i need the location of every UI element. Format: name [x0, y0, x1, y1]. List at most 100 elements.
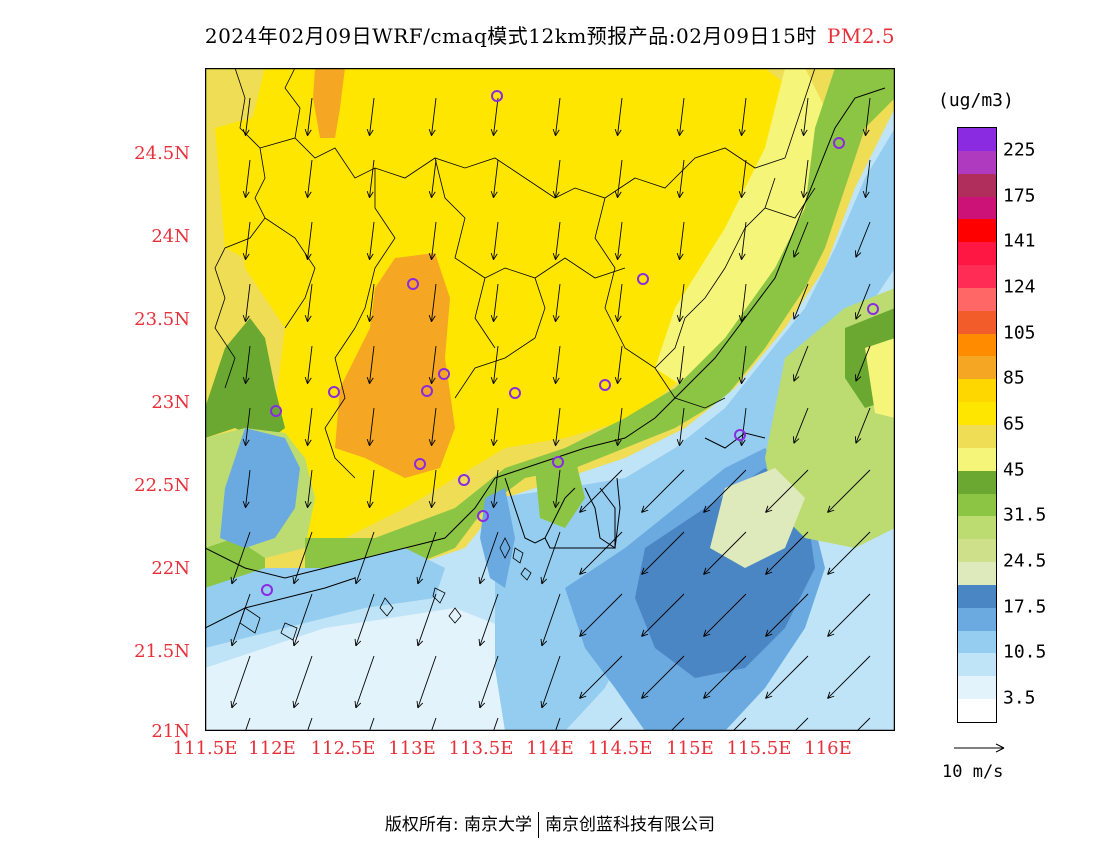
legend-label: 105 [1003, 322, 1036, 344]
lat-label-21: 21N [151, 721, 190, 742]
wind-arrow [417, 593, 437, 647]
title-pollutant: PM2.5 [826, 24, 896, 48]
wind-arrow [679, 159, 685, 198]
wind-arrow [492, 717, 499, 731]
wind-arrow [369, 469, 375, 508]
legend-label: 124 [1003, 276, 1036, 298]
wind-arrow-head [304, 314, 308, 322]
station-marker [414, 458, 426, 470]
wind-arrow [579, 531, 623, 575]
wind-arrow-head [555, 377, 560, 384]
copyright-right: 南京创蓝科技有限公司 [545, 815, 716, 835]
wind-arrow [231, 593, 251, 647]
zone-pale-east [865, 338, 895, 418]
lon-label-113: 113E [388, 738, 436, 759]
wind-arrow-head [230, 576, 233, 584]
pm25-concentration-map [205, 68, 895, 731]
wind-arrow-head [431, 129, 436, 136]
wind-arrow-head [793, 438, 800, 444]
monitoring-stations [261, 90, 879, 596]
wind-arrow-head [676, 252, 680, 260]
wind-reference-label: 10 m/s [942, 762, 1004, 782]
legend-swatch [958, 630, 996, 654]
wind-arrow [493, 221, 499, 260]
wind-arrow-head [741, 191, 746, 198]
legend-swatch [958, 699, 996, 723]
wind-arrow-head [827, 509, 835, 513]
legend-swatch [958, 356, 996, 380]
lon-label-114.5: 114.5E [587, 738, 653, 759]
wind-arrow-head [293, 578, 300, 585]
wind-arrow-head [293, 640, 300, 647]
wind-arrow [865, 97, 871, 136]
wind-arrow-head [366, 128, 370, 136]
wind-arrow [369, 283, 375, 322]
wind-arrow [245, 283, 251, 322]
wind-arrow-head [304, 252, 308, 260]
wind-arrow-head [579, 695, 587, 699]
wind-arrow-head [355, 702, 362, 709]
wind-arrow-head [366, 314, 370, 322]
zone-sea-palest [205, 608, 515, 731]
legend-swatch [958, 379, 996, 403]
wind-arrow [307, 345, 313, 384]
wind-arrow-head [703, 571, 711, 575]
wind-arrow-head [555, 315, 560, 322]
wind-arrow-head [307, 439, 312, 446]
wind-arrow [306, 717, 313, 731]
wind-arrow [855, 283, 871, 320]
legend-swatch [958, 265, 996, 289]
wind-arrow [493, 97, 499, 136]
wind-arrow-head [230, 638, 233, 646]
wind-arrow-head [493, 315, 498, 322]
wind-arrow [541, 593, 561, 647]
title-main: 2024年02月09日WRF/cmaq模式12km预报产品:02月09日15时 [204, 24, 817, 48]
wind-arrow-head [431, 439, 436, 446]
wind-arrow [617, 283, 623, 322]
lat-label-23: 23N [151, 392, 190, 413]
wind-arrow [293, 531, 313, 585]
wind-arrow [245, 469, 251, 508]
wind-arrow [307, 97, 313, 136]
legend-label: 175 [1003, 185, 1036, 207]
wind-arrow-head [552, 376, 556, 384]
wind-arrow-head [741, 315, 746, 322]
wind-arrow-head [242, 128, 246, 136]
wind-arrow-head [552, 252, 556, 260]
wind-arrow [703, 593, 747, 637]
wind-arrow-head [703, 509, 711, 513]
wind-arrow [479, 593, 499, 647]
wind-arrow [555, 469, 561, 508]
wind-arrow-head [641, 567, 645, 575]
wind-arrow [369, 345, 375, 384]
wind-arrow-head [800, 128, 804, 136]
wind-arrow [369, 407, 375, 446]
wind-arrow-head [865, 191, 870, 198]
wind-arrow-head [579, 633, 587, 637]
wind-arrow [555, 221, 561, 260]
wind-arrow [417, 655, 437, 709]
wind-arrow [641, 531, 685, 575]
wind-arrow [827, 531, 871, 575]
wind-arrow-head [617, 315, 622, 322]
wind-arrow-head [614, 190, 618, 198]
wind-arrow-head [827, 633, 835, 637]
wind-arrow [493, 283, 499, 322]
lat-label-21.5: 21.5N [134, 641, 190, 662]
wind-arrow-head [676, 190, 680, 198]
legend-swatch [958, 562, 996, 586]
station-marker [867, 303, 879, 315]
wind-arrow-head [793, 314, 800, 320]
legend-label: 141 [1003, 230, 1036, 252]
wind-arrow [431, 345, 437, 384]
wind-arrow-head [855, 438, 862, 444]
wind-arrow [369, 159, 375, 198]
station-marker [552, 456, 564, 468]
wind-arrow-head [614, 128, 618, 136]
zone-lightest-east [710, 468, 805, 568]
wind-arrow-head [245, 501, 250, 508]
wind-arrow-head [738, 252, 742, 260]
lon-label-115: 115E [666, 738, 714, 759]
wind-arrow [555, 97, 561, 136]
station-marker [421, 385, 433, 397]
